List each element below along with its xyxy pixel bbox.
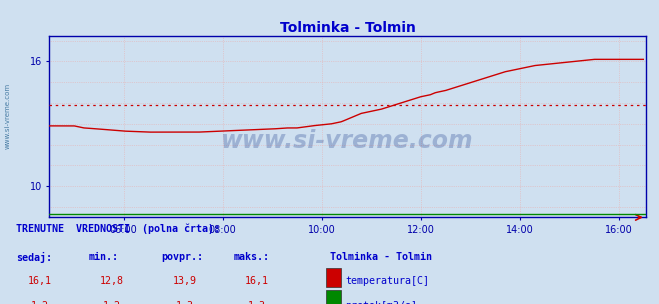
Text: povpr.:: povpr.:: [161, 252, 204, 262]
Bar: [326, 290, 341, 304]
Text: 1,2: 1,2: [103, 301, 121, 304]
Text: 1,3: 1,3: [175, 301, 194, 304]
Text: min.:: min.:: [89, 252, 119, 262]
Bar: [326, 268, 341, 287]
Title: Tolminka - Tolmin: Tolminka - Tolmin: [279, 21, 416, 35]
Text: sedaj:: sedaj:: [16, 252, 53, 263]
Text: 1,3: 1,3: [248, 301, 266, 304]
Text: temperatura[C]: temperatura[C]: [345, 276, 429, 286]
Text: 13,9: 13,9: [173, 276, 196, 286]
Text: 16,1: 16,1: [28, 276, 51, 286]
Text: TRENUTNE  VREDNOSTI  (polna črta):: TRENUTNE VREDNOSTI (polna črta):: [16, 223, 221, 234]
Text: maks.:: maks.:: [234, 252, 270, 262]
Text: www.si-vreme.com: www.si-vreme.com: [221, 130, 474, 154]
Text: Tolminka - Tolmin: Tolminka - Tolmin: [330, 252, 432, 262]
Text: pretok[m3/s]: pretok[m3/s]: [345, 301, 417, 304]
Text: 12,8: 12,8: [100, 276, 124, 286]
Text: 16,1: 16,1: [245, 276, 269, 286]
Text: 1,2: 1,2: [30, 301, 49, 304]
Text: www.si-vreme.com: www.si-vreme.com: [4, 82, 11, 149]
